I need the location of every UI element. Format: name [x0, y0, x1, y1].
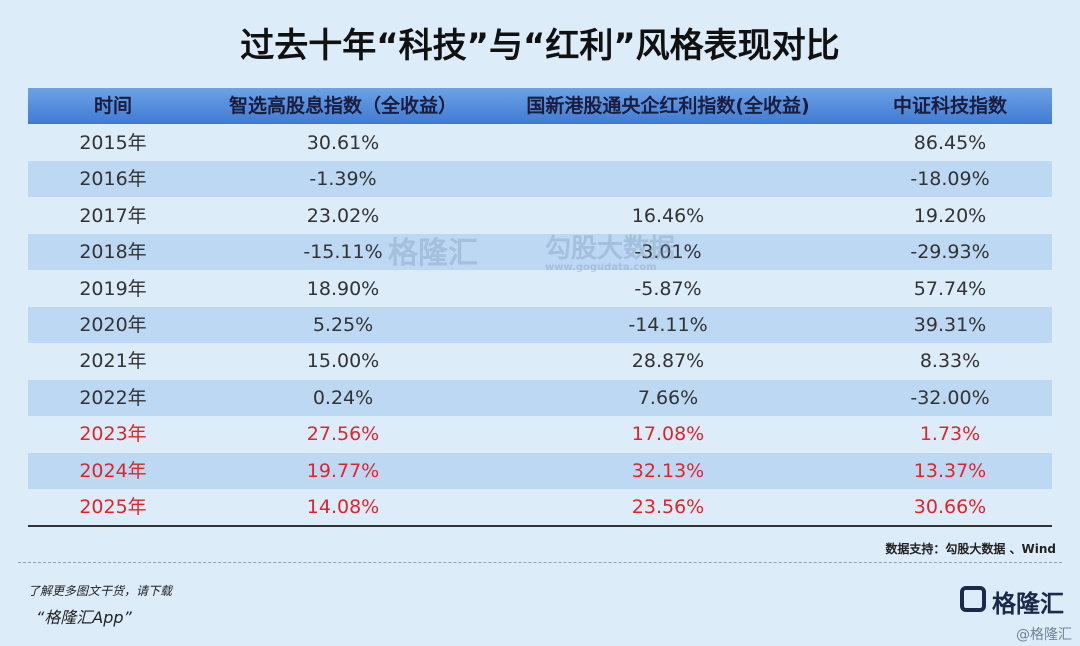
source-note: 数据支持：勾股大数据 、Wind	[885, 542, 1056, 556]
table-cell: 16.46%	[631, 204, 705, 227]
table-cell: 7.66%	[637, 386, 699, 409]
title: 过去十年“科技”与“红利”风格表现对比	[240, 26, 840, 66]
table-cell: 2021年	[79, 350, 147, 373]
table-cell: 19.77%	[306, 459, 380, 482]
table-cell: 2025年	[79, 496, 147, 518]
table-row: 2015年 30.61% 86.45%	[28, 125, 1052, 161]
table-cell: -15.11%	[303, 241, 383, 264]
footer-text: 了解更多图文干货，请下载	[28, 584, 173, 598]
table-cell: 2020年	[79, 314, 147, 336]
header-cell: 智选高股息指数（全收益）	[228, 95, 457, 117]
table-cell: -3.01%	[634, 241, 702, 264]
table-cell: 27.56%	[306, 423, 380, 446]
watermark: 勾股大数据	[545, 234, 676, 264]
table-cell: 2023年	[79, 423, 147, 446]
table-cell	[488, 125, 848, 161]
table-cell: 18.90%	[306, 277, 380, 300]
table-row: 2023年 27.56% 17.08% 1.73%	[28, 416, 1052, 453]
table-row: 2017年 23.02% 16.46% 19.20%	[28, 197, 1052, 234]
table-cell: 39.31%	[913, 314, 987, 336]
table-row: 2019年 18.90% -5.87% 57.74%	[28, 270, 1052, 307]
table-cell: 14.08%	[306, 496, 380, 518]
table-cell: 32.13%	[631, 459, 705, 482]
table-cell: 23.56%	[631, 496, 705, 518]
table-cell: 0.24%	[312, 386, 374, 409]
table-cell: 30.61%	[306, 132, 380, 154]
table-cell: -14.11%	[628, 314, 708, 336]
table-cell: 17.08%	[631, 423, 705, 446]
table-row: 2018年 -15.11% -3.01% -29.93%	[28, 234, 1052, 271]
table-row: 2024年 19.77% 32.13% 13.37%	[28, 452, 1052, 489]
table-cell: 8.33%	[919, 350, 981, 373]
footer-text: “格隆汇App”	[36, 608, 132, 627]
table-cell: 1.73%	[919, 423, 981, 446]
table-cell: 2017年	[79, 204, 147, 227]
table-cell: 23.02%	[306, 204, 380, 227]
table-cell: 57.74%	[913, 277, 987, 300]
table-cell: 19.20%	[913, 204, 987, 227]
divider	[18, 562, 1062, 563]
table-cell: 86.45%	[913, 132, 987, 154]
logo-text: 格隆汇	[992, 590, 1064, 618]
table-cell: -5.87%	[634, 277, 702, 300]
table-cell: 2016年	[79, 168, 147, 191]
table-cell: -1.39%	[309, 168, 377, 191]
watermark: www.gogudata.com	[545, 262, 657, 273]
table-bottom-rule	[28, 525, 1052, 527]
table-cell: 13.37%	[913, 459, 987, 482]
watermark: @格隆汇	[1016, 627, 1072, 643]
table-cell: 15.00%	[306, 350, 380, 373]
header-cell: 中证科技指数	[892, 95, 1007, 117]
table-cell: 2024年	[79, 459, 147, 482]
table-row: 2016年 -1.39% -18.09%	[28, 161, 1052, 198]
logo-icon	[960, 586, 986, 612]
table-row: 2021年 15.00% 28.87% 8.33%	[28, 343, 1052, 380]
header-cell: 国新港股通央企红利指数(全收益)	[526, 95, 810, 117]
header-cell: 时间	[93, 95, 132, 117]
watermark: 格隆汇	[388, 236, 478, 271]
table-cell: -29.93%	[910, 241, 990, 264]
table-cell: 2022年	[79, 386, 147, 409]
table-cell: 2018年	[79, 241, 147, 264]
header-row: 时间 智选高股息指数（全收益） 国新港股通央企红利指数(全收益) 中证科技指数	[28, 88, 1052, 124]
table-cell: 2015年	[79, 132, 147, 154]
table-cell: -32.00%	[910, 386, 990, 409]
table-cell: 28.87%	[631, 350, 705, 373]
table-cell: 2019年	[79, 277, 147, 300]
table-row: 2022年 0.24% 7.66% -32.00%	[28, 379, 1052, 416]
table-cell: 30.66%	[913, 496, 987, 518]
table-cell	[488, 161, 848, 197]
table-row: 2020年 5.25% -14.11% 39.31%	[28, 307, 1052, 343]
table-cell: -18.09%	[910, 168, 990, 191]
table-row: 2025年 14.08% 23.56% 30.66%	[28, 489, 1052, 525]
table-cell: 5.25%	[312, 314, 374, 336]
